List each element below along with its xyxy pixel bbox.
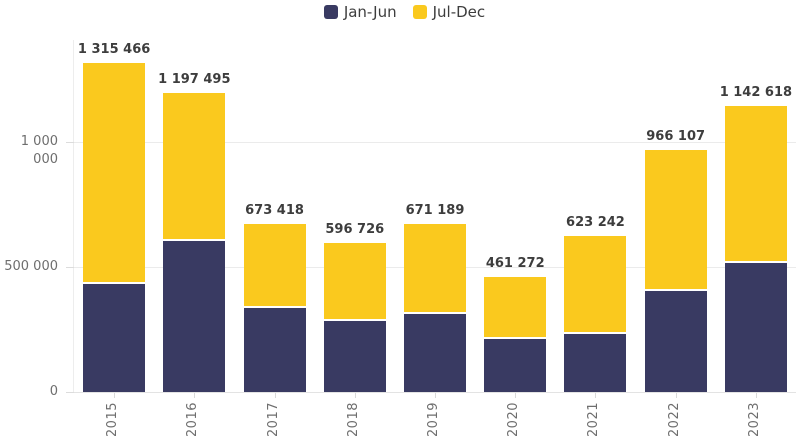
bar-segment-jul-dec-2019[interactable] — [403, 224, 466, 314]
y-tick-mark — [66, 266, 74, 268]
bar-total-label-2016: 1 197 495 — [158, 71, 231, 87]
bar-segment-jan-jun-2017[interactable] — [243, 307, 306, 392]
y-axis-tick-label: 0 — [49, 384, 58, 399]
bar-segment-jan-jun-2023[interactable] — [724, 263, 787, 392]
x-tick-label-2017: 2017 — [265, 402, 281, 436]
x-tick-label-2021: 2021 — [586, 402, 602, 436]
x-tick-mark — [354, 393, 356, 398]
x-tick-label-2016: 2016 — [185, 402, 201, 436]
x-tick-mark — [274, 393, 276, 398]
bar-group-2016: 1 197 495 — [154, 40, 234, 392]
y-tick-mark — [66, 391, 74, 393]
bar-segment-jan-jun-2018[interactable] — [323, 320, 386, 392]
bar-segment-jan-jun-2016[interactable] — [163, 240, 226, 392]
y-axis-tick-label: 500 000 — [4, 259, 58, 274]
bar-segment-jul-dec-2015[interactable] — [83, 63, 146, 284]
plot-area: 1 000 000 500 000 0 1 315 466 2015 1 197 495 2… — [4, 40, 796, 436]
chart-legend: Jan-Jun Jul-Dec — [0, 3, 809, 21]
y-axis-tick-label: 1 000 000 — [20, 134, 58, 167]
bar-group-2020: 461 272 — [475, 40, 555, 392]
x-tick-mark — [755, 393, 757, 398]
bar-group-2023: 1 142 618 — [716, 40, 796, 392]
bar-segment-jul-dec-2020[interactable] — [484, 276, 547, 339]
legend-swatch-jan-jun-icon — [323, 5, 338, 19]
bar-group-2015: 1 315 466 — [74, 40, 154, 392]
bar-segment-jul-dec-2021[interactable] — [564, 236, 627, 334]
bar-total-label-2019: 671 189 — [405, 203, 465, 219]
y-tick-mark — [66, 141, 74, 143]
bar-total-label-2022: 966 107 — [646, 129, 706, 145]
bar-segment-jan-jun-2015[interactable] — [83, 283, 146, 392]
bar-total-label-2023: 1 142 618 — [719, 85, 793, 101]
x-tick-mark — [515, 393, 517, 398]
legend-item-jan-jun[interactable]: Jan-Jun — [323, 3, 397, 21]
bar-segment-jan-jun-2021[interactable] — [564, 333, 627, 392]
gridline-1000000 — [74, 141, 796, 143]
bar-segment-jul-dec-2022[interactable] — [644, 150, 707, 291]
bar-segment-jul-dec-2016[interactable] — [163, 92, 226, 241]
bar-group-2021: 623 242 — [555, 40, 635, 392]
bar-total-label-2020: 461 272 — [485, 255, 545, 271]
legend-item-jul-dec[interactable]: Jul-Dec — [412, 3, 486, 21]
legend-swatch-jul-dec-icon — [412, 5, 427, 19]
x-tick-mark — [435, 393, 436, 398]
bar-total-label-2018: 596 726 — [325, 221, 385, 237]
bar-segment-jul-dec-2018[interactable] — [323, 242, 386, 321]
bar-segment-jul-dec-2023[interactable] — [724, 106, 787, 264]
bar-total-label-2017: 673 418 — [245, 202, 304, 218]
x-tick-mark — [595, 393, 597, 398]
x-tick-label-2015: 2015 — [105, 402, 121, 436]
x-tick-label-2022: 2022 — [666, 402, 682, 436]
x-tick-mark — [194, 393, 196, 398]
bar-segment-jan-jun-2019[interactable] — [403, 313, 466, 392]
legend-label-jul-dec: Jul-Dec — [432, 3, 486, 21]
x-tick-label-2023: 2023 — [746, 402, 762, 436]
bar-total-label-2015: 1 315 466 — [77, 42, 151, 58]
bar-segment-jan-jun-2022[interactable] — [644, 291, 707, 392]
x-tick-label-2019: 2019 — [426, 402, 441, 436]
legend-label-jan-jun: Jan-Jun — [343, 3, 397, 21]
bar-group-2018: 596 726 — [315, 40, 395, 392]
x-tick-label-2020: 2020 — [506, 402, 522, 436]
x-tick-mark — [114, 393, 116, 398]
bar-group-2022: 966 107 — [636, 40, 716, 392]
bar-total-label-2021: 623 242 — [566, 215, 625, 231]
bar-group-2017: 673 418 — [234, 40, 314, 392]
x-tick-mark — [675, 393, 677, 398]
bar-segment-jan-jun-2020[interactable] — [484, 339, 547, 392]
bar-segment-jul-dec-2017[interactable] — [243, 223, 306, 308]
bar-group-2019: 671 189 — [395, 40, 475, 392]
x-tick-label-2018: 2018 — [345, 402, 361, 436]
